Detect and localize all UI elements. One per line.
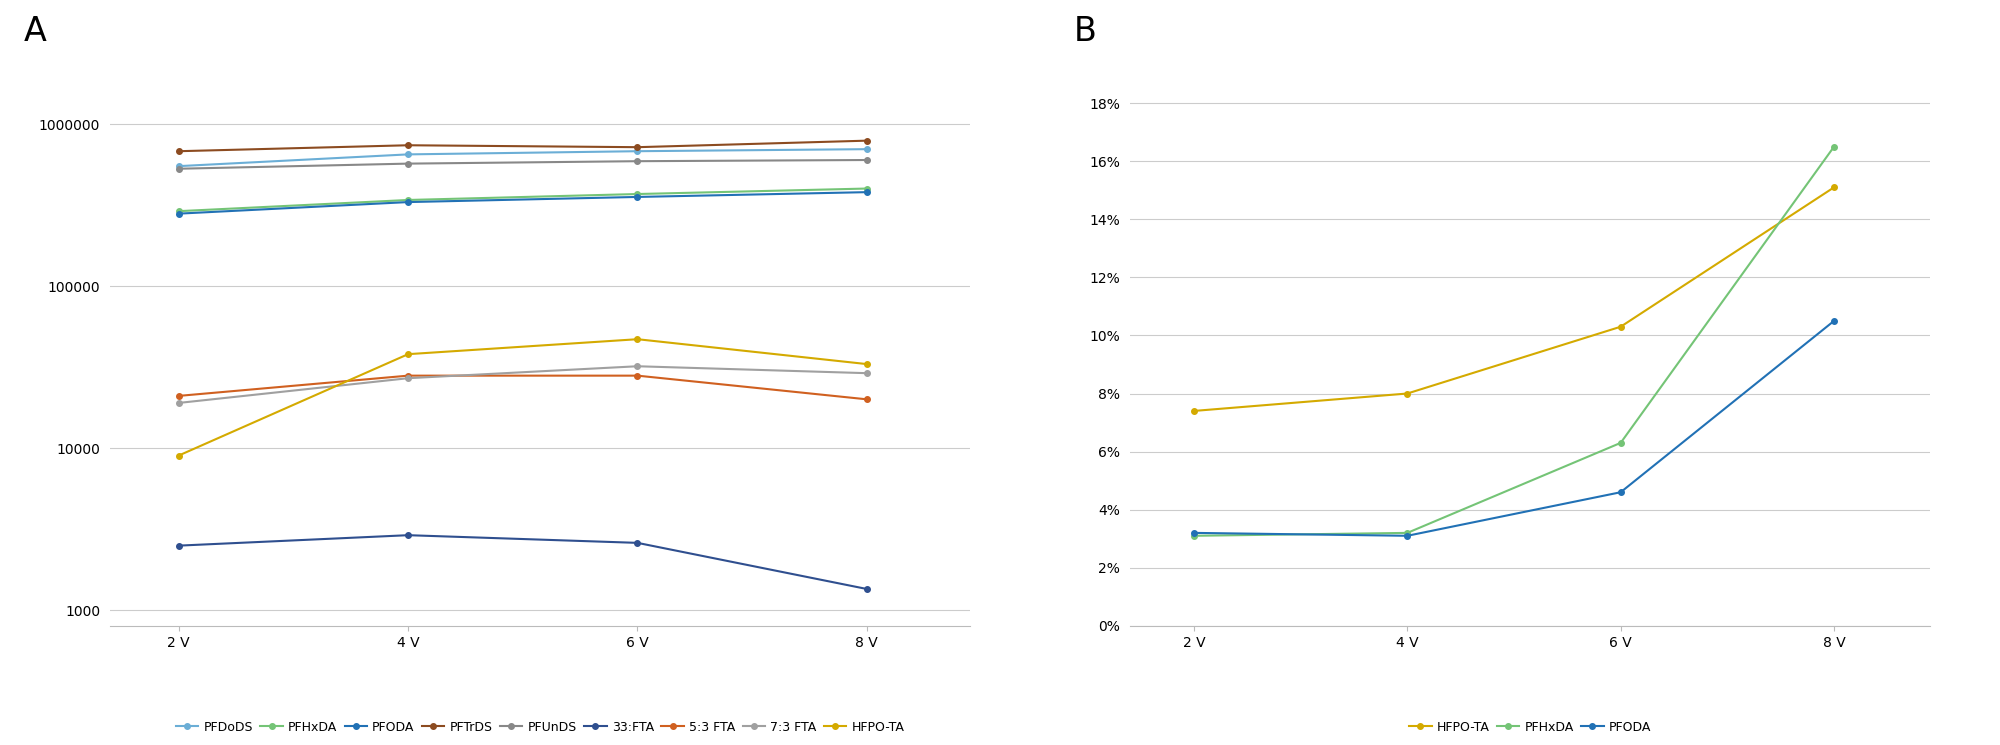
PFHxDA (1608, 438, 1632, 447)
Text: A: A (24, 16, 46, 48)
PFODA (396, 197, 420, 206)
PFDoDS (166, 162, 190, 171)
HFPO-TA (166, 451, 190, 460)
Line: PFHxDA: PFHxDA (176, 186, 870, 214)
5:3 FTA (854, 395, 878, 404)
Line: HFPO-TA: HFPO-TA (176, 337, 870, 458)
PFODA (1822, 317, 1846, 326)
HFPO-TA (1608, 323, 1632, 332)
PFUnDS (854, 156, 878, 165)
PFHxDA (1182, 531, 1206, 540)
Line: 7:3 FTA: 7:3 FTA (176, 364, 870, 406)
HFPO-TA (396, 349, 420, 358)
PFTrDS (854, 136, 878, 145)
HFPO-TA (854, 360, 878, 369)
PFUnDS (626, 156, 650, 165)
33:FTA (626, 539, 650, 548)
PFTrDS (166, 147, 190, 156)
PFTrDS (396, 141, 420, 150)
Line: PFUnDS: PFUnDS (176, 157, 870, 171)
5:3 FTA (166, 391, 190, 400)
PFDoDS (396, 150, 420, 159)
7:3 FTA (396, 374, 420, 383)
7:3 FTA (626, 362, 650, 371)
PFUnDS (396, 159, 420, 168)
7:3 FTA (166, 399, 190, 408)
HFPO-TA (1822, 183, 1846, 191)
PFHxDA (1822, 142, 1846, 151)
5:3 FTA (626, 371, 650, 380)
PFODA (626, 192, 650, 201)
Text: B: B (1074, 16, 1096, 48)
Line: PFHxDA: PFHxDA (1192, 144, 1836, 539)
Legend: PFDoDS, PFHxDA, PFODA, PFTrDS, PFUnDS, 33:FTA, 5:3 FTA, 7:3 FTA, HFPO-TA: PFDoDS, PFHxDA, PFODA, PFTrDS, PFUnDS, 3… (170, 716, 910, 739)
7:3 FTA (854, 369, 878, 378)
PFODA (166, 209, 190, 218)
33:FTA (166, 541, 190, 550)
PFODA (854, 188, 878, 197)
33:FTA (396, 530, 420, 539)
PFODA (1182, 528, 1206, 537)
Line: 33:FTA: 33:FTA (176, 533, 870, 592)
PFODA (1608, 488, 1632, 497)
PFHxDA (854, 184, 878, 193)
33:FTA (854, 585, 878, 594)
Line: HFPO-TA: HFPO-TA (1192, 185, 1836, 413)
5:3 FTA (396, 371, 420, 380)
PFHxDA (626, 189, 650, 198)
Line: PFODA: PFODA (1192, 318, 1836, 539)
PFHxDA (396, 195, 420, 204)
PFDoDS (854, 145, 878, 153)
PFHxDA (166, 206, 190, 215)
HFPO-TA (1182, 407, 1206, 416)
PFTrDS (626, 143, 650, 152)
PFHxDA (1396, 528, 1420, 537)
Line: PFODA: PFODA (176, 189, 870, 216)
PFDoDS (626, 147, 650, 156)
PFODA (1396, 531, 1420, 540)
Legend: HFPO-TA, PFHxDA, PFODA: HFPO-TA, PFHxDA, PFODA (1404, 716, 1656, 739)
Line: 5:3 FTA: 5:3 FTA (176, 372, 870, 402)
HFPO-TA (626, 335, 650, 343)
Line: PFDoDS: PFDoDS (176, 146, 870, 169)
HFPO-TA (1396, 389, 1420, 398)
PFUnDS (166, 164, 190, 173)
Line: PFTrDS: PFTrDS (176, 138, 870, 154)
